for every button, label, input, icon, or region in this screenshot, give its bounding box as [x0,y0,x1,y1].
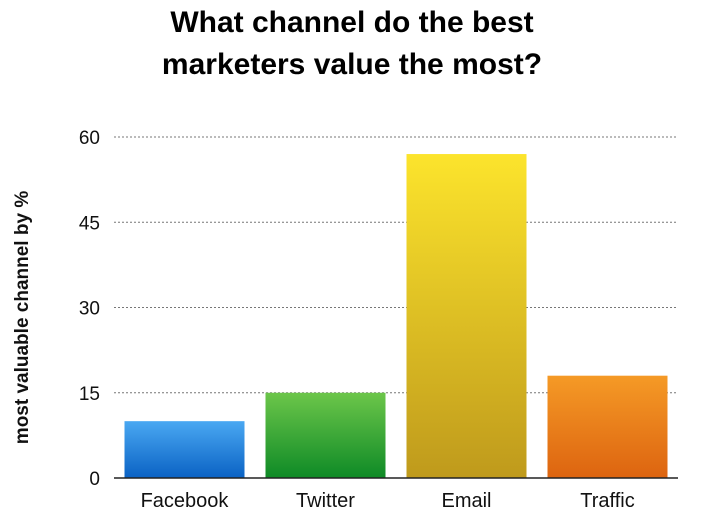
y-tick-label: 60 [79,128,100,149]
x-category-label: Facebook [141,490,230,512]
gridlines [114,136,678,394]
bar-facebook [124,421,245,478]
y-axis-label: most valuable channel by % [12,191,33,445]
y-tick-label: 0 [89,469,100,490]
y-axis-ticks: 0 15 30 45 60 [79,128,100,490]
chart-title: What channel do the best marketers value… [0,2,704,86]
y-tick-label: 15 [79,384,100,405]
x-axis-categories: Facebook Twitter Email Traffic [141,490,635,512]
chart-title-line-2: marketers value the most? [161,48,543,81]
y-tick-label: 45 [79,213,100,234]
bar-twitter [265,392,386,478]
bar-traffic [547,375,668,478]
bar-email [406,154,527,479]
bars [124,154,668,479]
x-category-label: Traffic [580,490,634,512]
chart-title-line-1: What channel do the best [170,6,534,39]
y-tick-label: 30 [79,299,100,320]
x-category-label: Twitter [296,490,355,512]
x-category-label: Email [441,490,491,512]
